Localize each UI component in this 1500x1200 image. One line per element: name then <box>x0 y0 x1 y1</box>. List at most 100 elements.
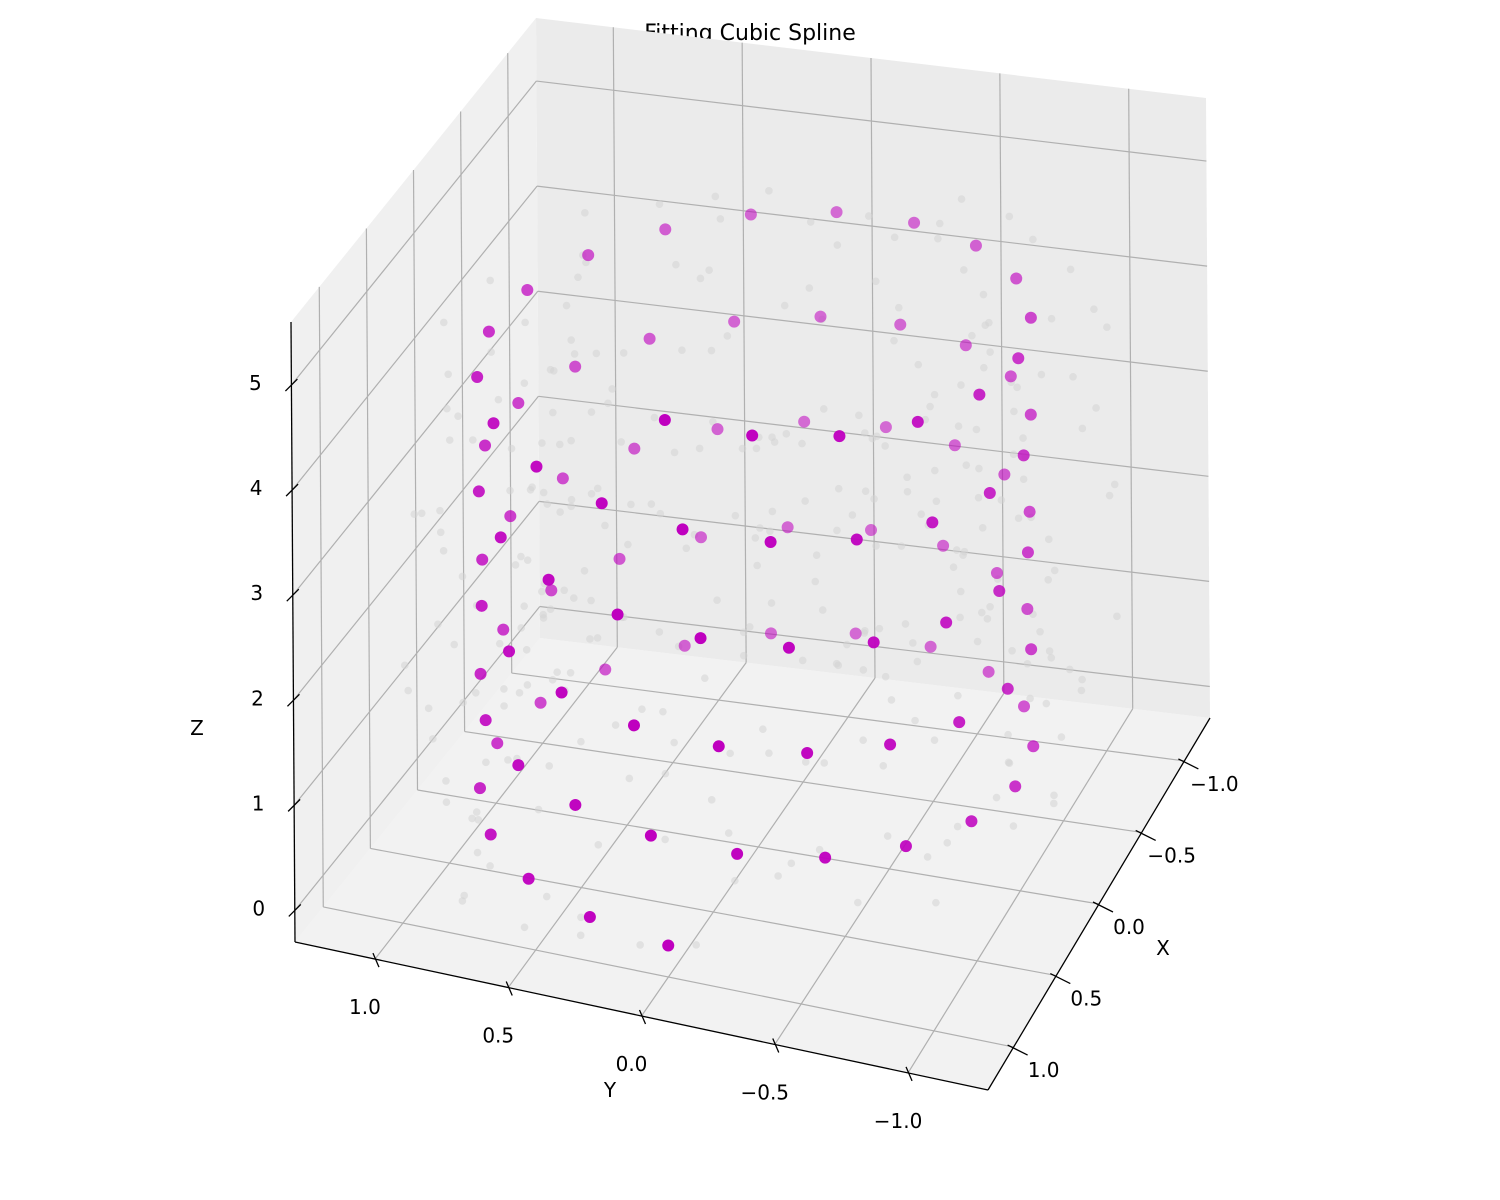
noisy-point <box>731 511 740 520</box>
data-points <box>401 187 1121 952</box>
noisy-point <box>983 615 992 623</box>
noisy-point <box>723 332 732 340</box>
noisy-point <box>562 301 571 310</box>
spline-point <box>959 339 972 352</box>
noisy-point <box>1004 730 1012 739</box>
spline-point <box>894 318 907 331</box>
noisy-point <box>439 318 448 327</box>
noisy-point <box>650 413 659 422</box>
noisy-point <box>458 897 467 905</box>
noisy-point <box>770 438 779 446</box>
noisy-point <box>580 566 589 575</box>
noisy-point <box>931 466 939 475</box>
spline-point <box>1025 643 1038 656</box>
noisy-point <box>913 657 922 666</box>
grid-line-z-back <box>537 185 1208 267</box>
noisy-point <box>1042 699 1051 708</box>
noisy-point <box>442 798 451 806</box>
spline-point <box>497 623 510 636</box>
z-axis-line <box>290 321 296 943</box>
noisy-point <box>523 556 532 564</box>
x-tick-label: 0.0 <box>1113 915 1145 939</box>
noisy-point <box>986 348 994 356</box>
noisy-point <box>1019 475 1028 484</box>
noisy-point <box>549 408 557 417</box>
tick-marks: 1.0 0.5 0.0 −0.5 −1.0 1.0 0.5 0.0 −0.5 −1.0 0 1 2 3 4 5 <box>249 371 1239 1133</box>
noisy-point <box>410 510 419 518</box>
grid-line-y-wall <box>870 57 876 679</box>
y-tick-mark <box>638 1009 647 1025</box>
spline-point <box>659 223 672 236</box>
noisy-point <box>560 586 569 595</box>
grid-line-y-floor <box>374 646 618 960</box>
noisy-point <box>611 721 620 729</box>
noisy-point <box>911 716 919 725</box>
spline-point <box>711 423 724 436</box>
spline-point <box>1017 449 1030 462</box>
noisy-point <box>401 661 409 670</box>
spline-point <box>479 439 492 452</box>
y-tick-mark <box>905 1066 913 1082</box>
spline-point <box>764 535 777 548</box>
spline-point <box>1024 408 1037 421</box>
spline-point <box>503 645 516 658</box>
noisy-point <box>593 484 602 493</box>
noisy-point <box>1013 383 1021 392</box>
spline-point <box>746 429 759 442</box>
noisy-point <box>538 587 546 596</box>
spline-point <box>990 566 1003 579</box>
noisy-point <box>444 370 452 379</box>
noisy-point <box>576 931 585 940</box>
y-tick-label: 0.5 <box>482 1024 514 1048</box>
spline-point <box>801 746 814 759</box>
noisy-point <box>806 218 815 226</box>
noisy-point <box>1110 480 1119 489</box>
x-axis-line <box>987 717 1211 1091</box>
spline-point <box>865 524 878 537</box>
noisy-point <box>439 547 448 555</box>
noisy-point <box>833 526 841 535</box>
noisy-point <box>692 941 700 949</box>
noisy-point <box>745 623 754 631</box>
noisy-point <box>594 841 603 849</box>
spline-point <box>1023 505 1036 518</box>
noisy-point <box>458 572 467 581</box>
spline-point <box>494 531 507 544</box>
noisy-point <box>818 606 827 614</box>
noisy-point <box>1009 822 1018 830</box>
y-tick-label: 1.0 <box>349 995 381 1019</box>
noisy-point <box>724 829 733 837</box>
noisy-point <box>1044 535 1053 544</box>
noisy-point <box>901 620 910 628</box>
spline-point <box>676 523 689 536</box>
noisy-point <box>957 195 966 203</box>
spline-point <box>555 686 568 699</box>
noisy-point <box>1010 407 1018 416</box>
noisy-point <box>636 941 644 949</box>
x-tick-label: 0.5 <box>1070 987 1102 1011</box>
noisy-point <box>935 219 944 228</box>
noisy-point <box>864 212 873 220</box>
z-tick-mark <box>284 378 298 392</box>
noisy-point <box>550 366 558 375</box>
noisy-point <box>678 346 686 354</box>
noisy-point <box>1044 575 1053 584</box>
noisy-point <box>515 689 524 697</box>
noisy-point <box>766 527 774 535</box>
spline-point <box>512 396 525 409</box>
x-tick-mark <box>1178 758 1199 770</box>
noisy-point <box>1047 314 1056 323</box>
spline-point <box>530 460 543 473</box>
noisy-point <box>1045 647 1054 655</box>
spline-point <box>1010 272 1023 285</box>
noisy-point <box>545 762 554 770</box>
grid-line-z-left <box>292 290 539 596</box>
noisy-point <box>577 913 585 922</box>
spline-point <box>694 632 707 645</box>
noisy-point <box>872 277 880 286</box>
noisy-point <box>787 859 796 868</box>
noisy-point <box>1023 659 1032 668</box>
noisy-point <box>815 845 824 854</box>
noisy-point <box>1069 373 1077 381</box>
